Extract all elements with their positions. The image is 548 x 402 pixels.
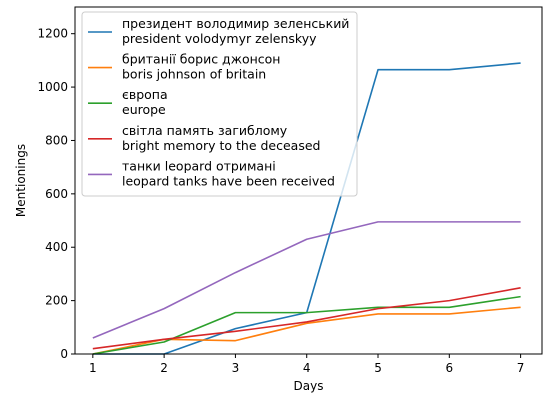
x-tick-label: 7 xyxy=(517,361,525,375)
x-axis-label: Days xyxy=(294,379,324,393)
legend-label: європа europe xyxy=(122,87,168,117)
series-line-3 xyxy=(92,295,521,355)
y-tick-label: 1200 xyxy=(37,27,68,41)
y-tick-label: 800 xyxy=(45,133,68,147)
y-tick-label: 1000 xyxy=(37,80,68,94)
legend-label: президент володимир зеленський president … xyxy=(122,16,349,46)
legend-entry: британії борис джонсон boris johnson of b… xyxy=(88,52,280,82)
x-axis: 1 2 3 4 5 6 7 xyxy=(89,354,524,375)
legend-label: танки leopard отримані leopard tanks have… xyxy=(122,158,335,188)
legend-label: світла память загиблому bright memory to … xyxy=(122,123,320,153)
series-line-4 xyxy=(92,287,521,350)
series-line-5 xyxy=(92,221,521,339)
y-tick-label: 400 xyxy=(45,240,68,254)
x-tick-label: 4 xyxy=(303,361,311,375)
y-tick-label: 0 xyxy=(60,347,68,361)
y-tick-label: 600 xyxy=(45,187,68,201)
plot-frame xyxy=(74,6,543,355)
legend-entry: світла память загиблому bright memory to … xyxy=(88,123,320,153)
legend-box xyxy=(81,11,358,197)
x-tick-label: 1 xyxy=(89,361,97,375)
legend-label: британії борис джонсон boris johnson of b… xyxy=(122,52,280,82)
x-tick-label: 6 xyxy=(445,361,453,375)
legend-entry: президент володимир зеленський president … xyxy=(88,16,349,46)
legend-entry: танки leopard отримані leopard tanks have… xyxy=(88,158,335,188)
x-tick-label: 5 xyxy=(374,361,382,375)
x-tick-label: 3 xyxy=(232,361,240,375)
legend: президент володимир зеленський president … xyxy=(81,11,358,197)
legend-entry: європа europe xyxy=(88,87,168,117)
y-axis: 0 200 400 600 800 1000 1200 xyxy=(37,27,75,361)
x-tick-label: 2 xyxy=(160,361,168,375)
y-axis-label: Mentionings xyxy=(14,144,28,217)
y-tick-label: 200 xyxy=(45,294,68,308)
